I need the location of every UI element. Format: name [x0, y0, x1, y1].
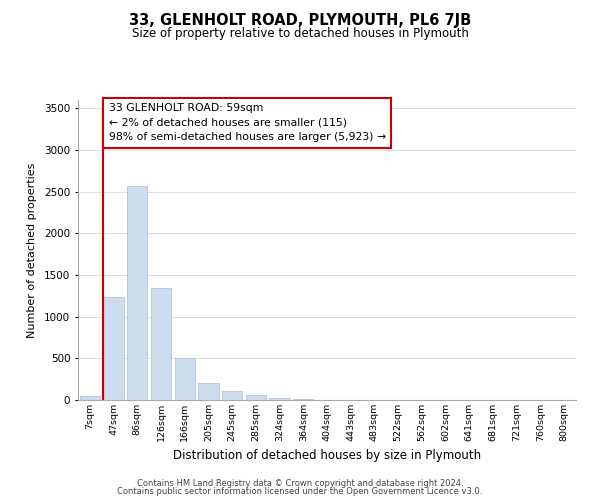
Text: Contains public sector information licensed under the Open Government Licence v3: Contains public sector information licen… — [118, 487, 482, 496]
Y-axis label: Number of detached properties: Number of detached properties — [27, 162, 37, 338]
Bar — [103, 296, 124, 400]
Bar — [199, 384, 218, 400]
Bar — [80, 396, 100, 400]
Text: 33, GLENHOLT ROAD, PLYMOUTH, PL6 7JB: 33, GLENHOLT ROAD, PLYMOUTH, PL6 7JB — [129, 12, 471, 28]
Bar — [127, 186, 148, 400]
X-axis label: Distribution of detached houses by size in Plymouth: Distribution of detached houses by size … — [173, 450, 481, 462]
Text: Size of property relative to detached houses in Plymouth: Size of property relative to detached ho… — [131, 28, 469, 40]
Bar — [293, 399, 313, 400]
Bar — [151, 288, 171, 400]
Text: 33 GLENHOLT ROAD: 59sqm
← 2% of detached houses are smaller (115)
98% of semi-de: 33 GLENHOLT ROAD: 59sqm ← 2% of detached… — [109, 104, 386, 142]
Text: Contains HM Land Registry data © Crown copyright and database right 2024.: Contains HM Land Registry data © Crown c… — [137, 478, 463, 488]
Bar — [222, 391, 242, 400]
Bar — [246, 396, 266, 400]
Bar — [269, 398, 290, 400]
Bar — [175, 358, 195, 400]
